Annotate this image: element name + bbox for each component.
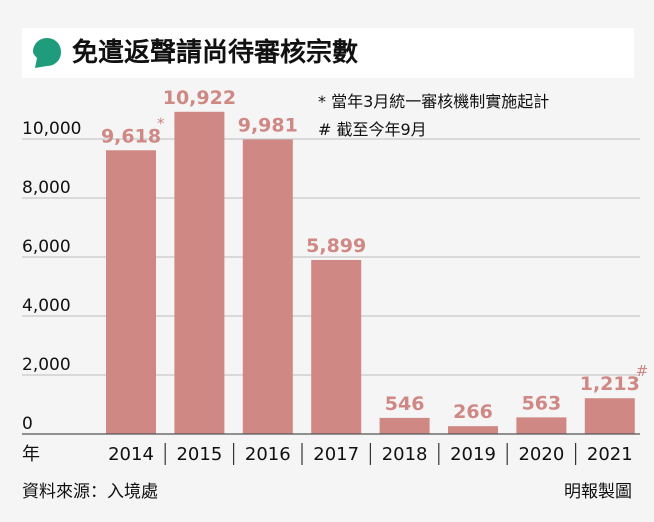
x-tick-label: 2019 xyxy=(450,444,496,465)
y-tick-label: 10,000 xyxy=(22,119,81,139)
y-tick-label: 0 xyxy=(22,414,33,434)
bar xyxy=(516,417,567,434)
data-label: 9,618 xyxy=(101,125,161,147)
bar xyxy=(106,150,156,435)
bar xyxy=(174,111,225,435)
footnote: # 截至今年9月 xyxy=(318,120,427,139)
data-label: 563 xyxy=(522,392,562,414)
data-label: 9,981 xyxy=(238,115,298,137)
x-axis-label: 年 xyxy=(22,444,40,465)
data-label: 5,899 xyxy=(306,235,366,257)
x-tick-label: 2015 xyxy=(176,444,222,465)
x-tick-label: 2014 xyxy=(108,444,154,465)
data-label: 266 xyxy=(453,401,493,423)
bar xyxy=(311,259,362,434)
data-label-mark: * xyxy=(157,114,165,132)
bar xyxy=(448,426,498,434)
title-bar: 免遣返聲請尚待審核宗數 xyxy=(22,28,634,78)
bar-chart: 0 2,000 4,000 6,000 8,000 10,000 9,618* 10,9229… xyxy=(22,87,649,465)
y-tick-label: 6,000 xyxy=(22,237,71,257)
data-label-mark: # xyxy=(636,362,649,380)
chart-title: 免遣返聲請尚待審核宗數 xyxy=(72,38,359,68)
x-tick-label: 2021 xyxy=(587,444,633,465)
bar xyxy=(584,398,635,434)
bar xyxy=(379,417,430,434)
x-tick-label: 2016 xyxy=(245,444,291,465)
data-label: 10,922 xyxy=(163,87,236,109)
y-tick-label: 8,000 xyxy=(22,178,71,198)
credit-note: 明報製圖 xyxy=(564,482,632,502)
speech-bubble-icon xyxy=(33,38,61,68)
x-tick-label: 2017 xyxy=(313,444,359,465)
footnote: * 當年3月統一審核機制實施起計 xyxy=(318,92,549,111)
y-tick-label: 2,000 xyxy=(22,355,71,375)
data-label: 1,213 xyxy=(580,373,640,395)
x-tick-label: 2018 xyxy=(382,444,428,465)
source-note: 資料來源：入境處 xyxy=(22,482,158,502)
x-tick-label: 2020 xyxy=(518,444,564,465)
data-label: 546 xyxy=(385,393,425,415)
bar xyxy=(242,139,293,435)
y-tick-label: 4,000 xyxy=(22,296,71,316)
